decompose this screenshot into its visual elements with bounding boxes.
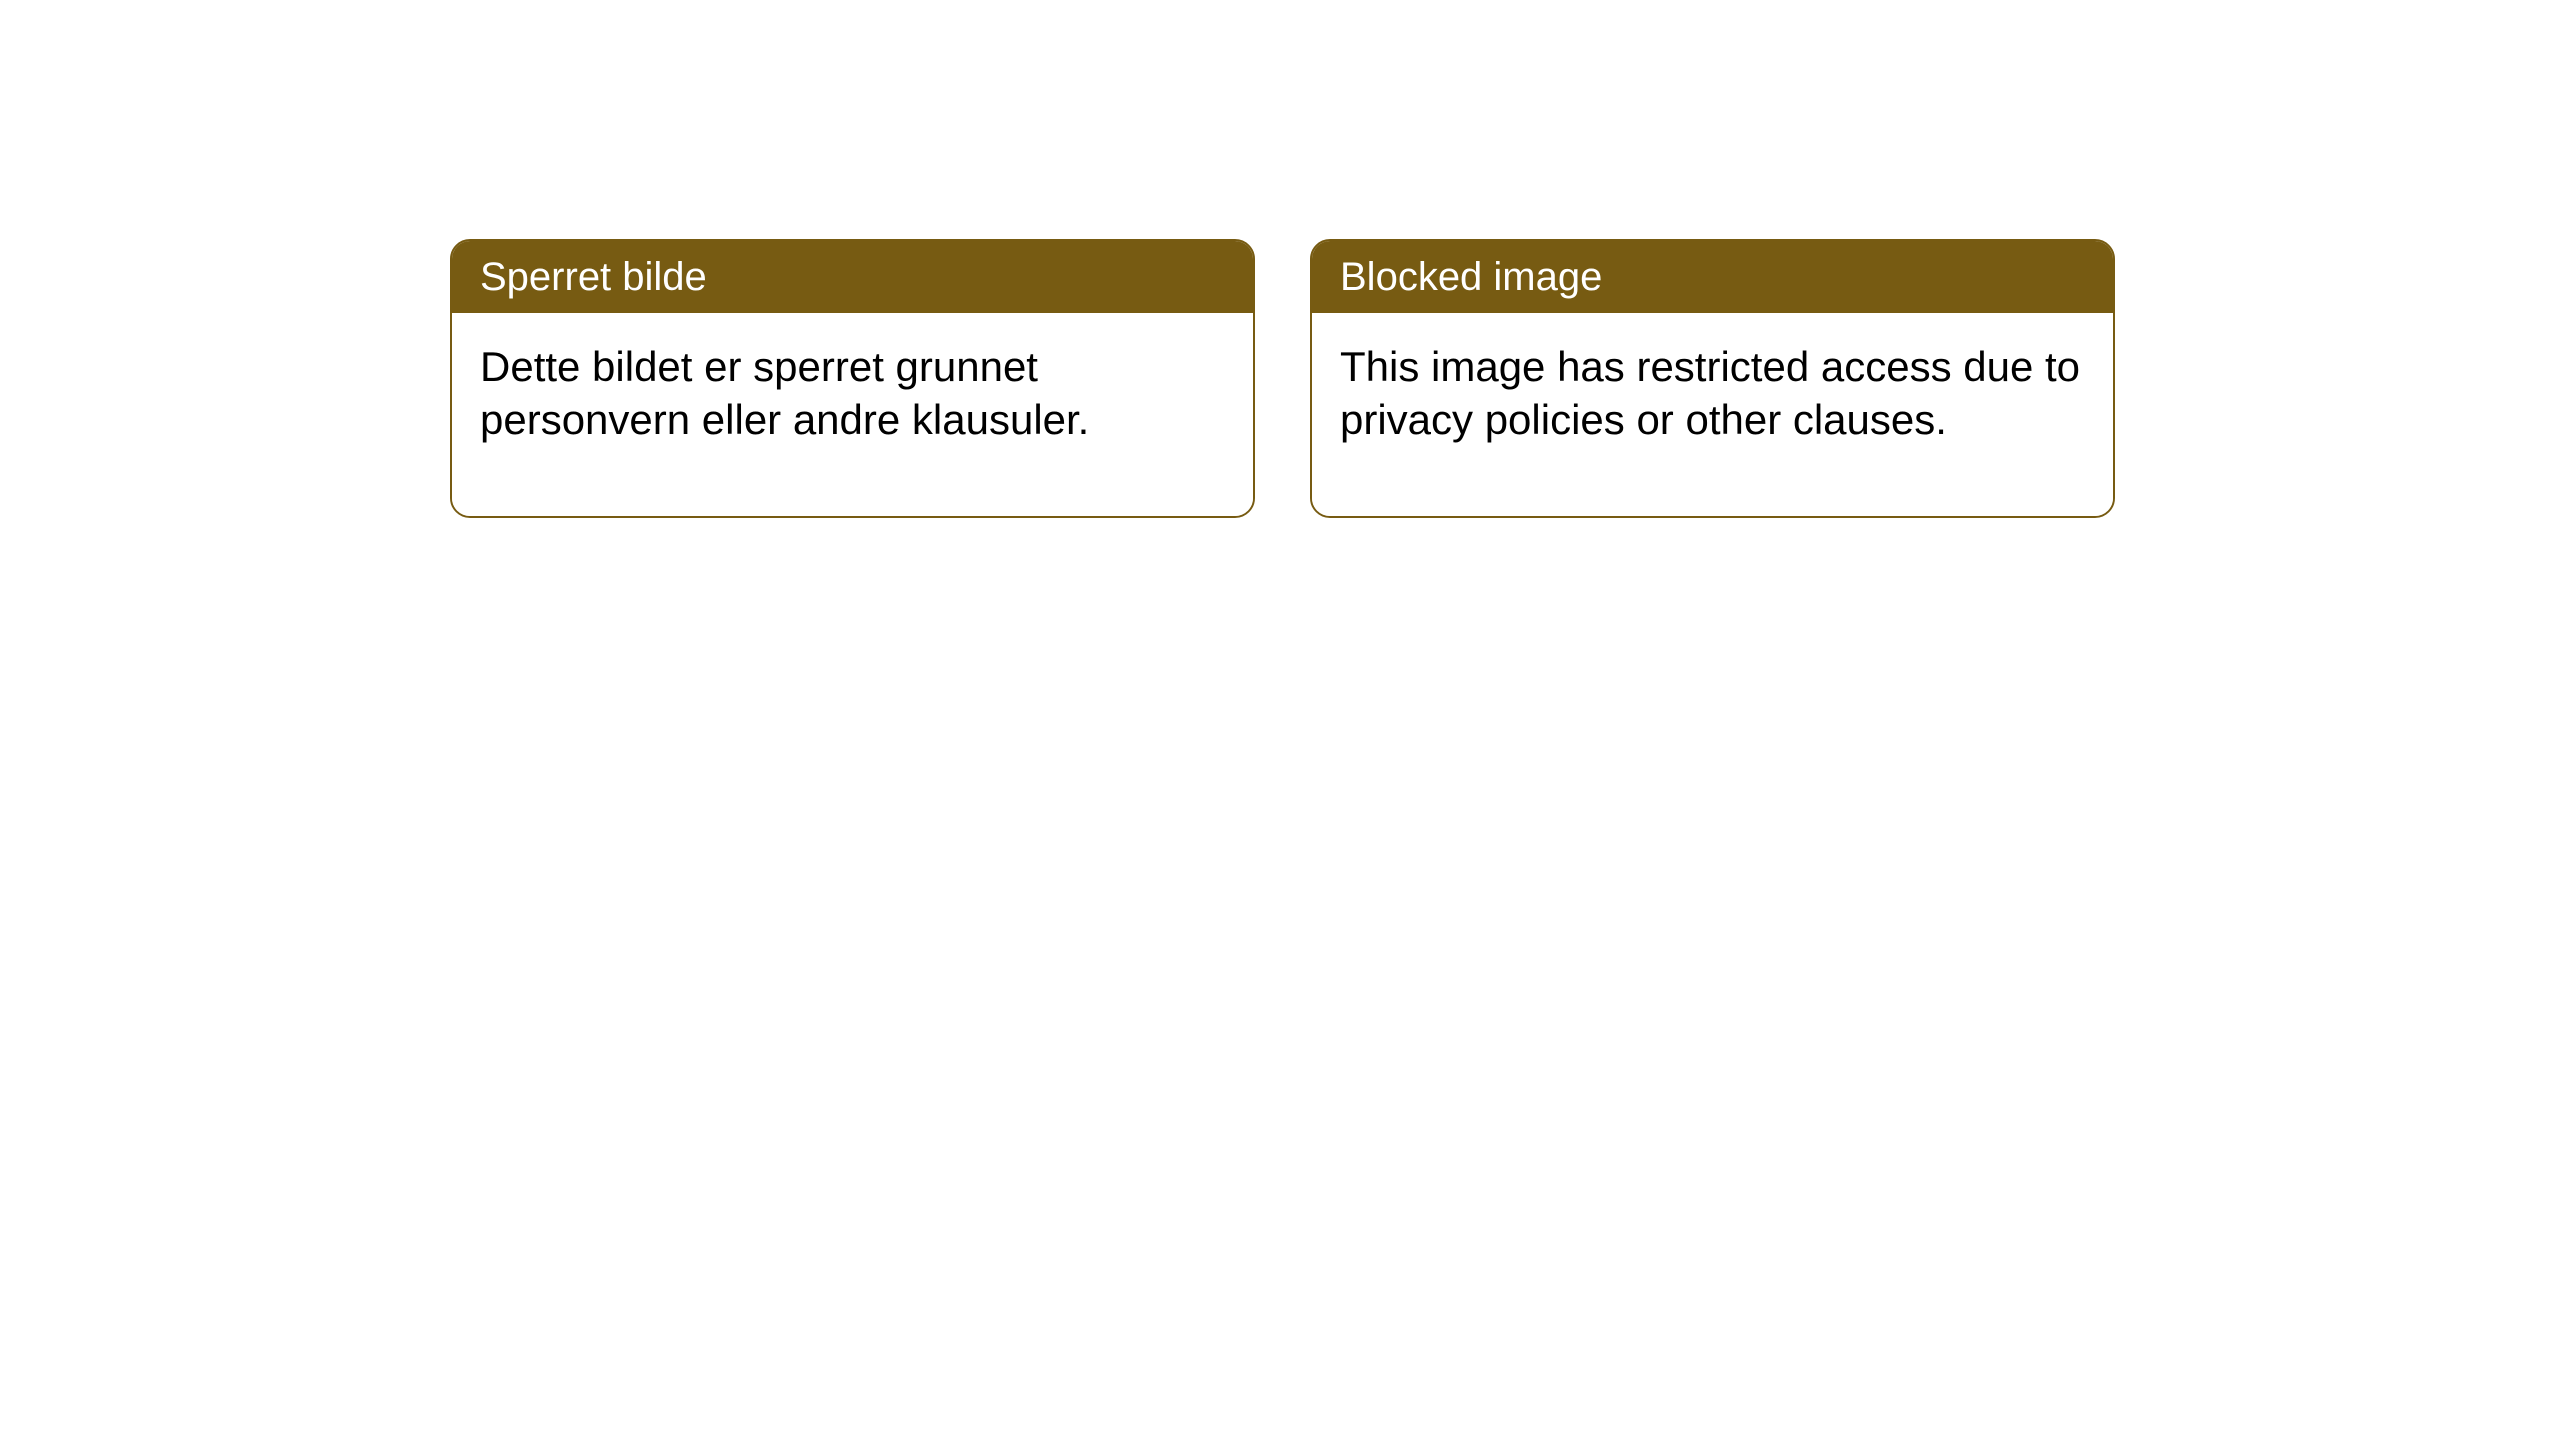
notice-card-norwegian: Sperret bilde Dette bildet er sperret gr… bbox=[450, 239, 1255, 518]
notice-card-title: Sperret bilde bbox=[452, 241, 1253, 313]
notice-cards-row: Sperret bilde Dette bildet er sperret gr… bbox=[450, 239, 2115, 518]
notice-card-english: Blocked image This image has restricted … bbox=[1310, 239, 2115, 518]
notice-card-body: This image has restricted access due to … bbox=[1312, 313, 2113, 516]
notice-card-title: Blocked image bbox=[1312, 241, 2113, 313]
notice-card-body: Dette bildet er sperret grunnet personve… bbox=[452, 313, 1253, 516]
